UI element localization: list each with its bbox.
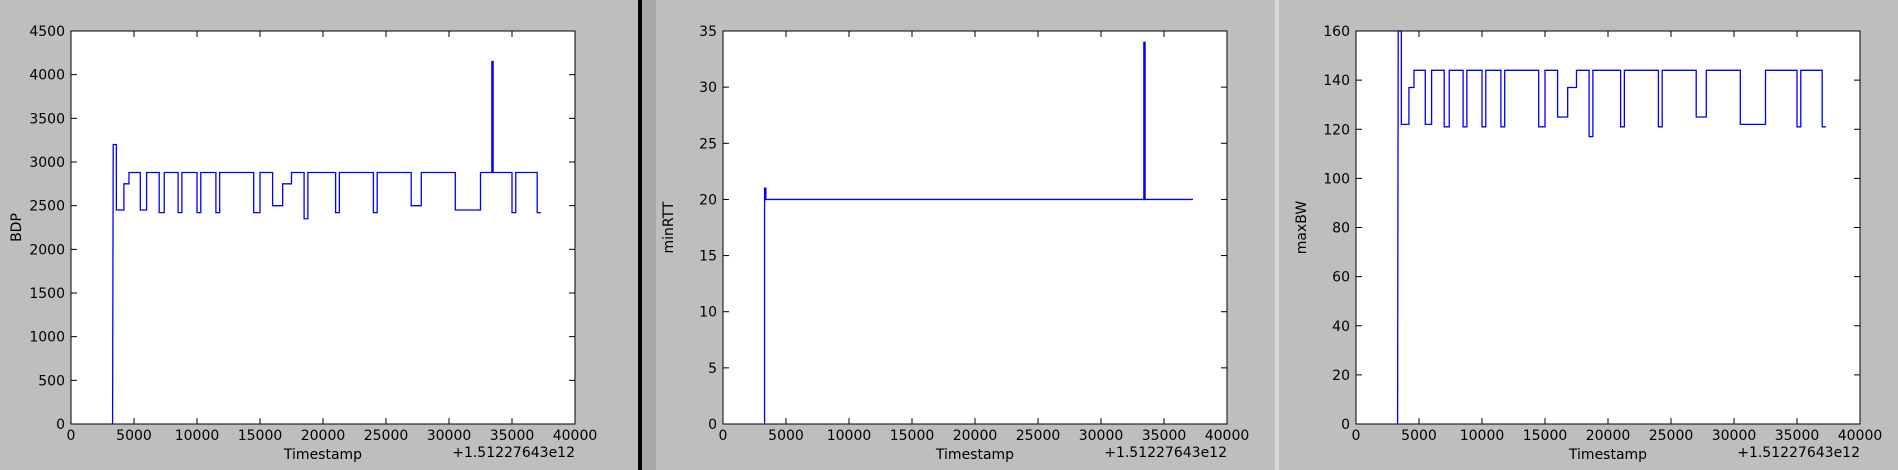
y-tick-label: 15 [699,249,717,265]
x-tick-label: 15000 [890,428,935,444]
x-tick-label: 20000 [301,428,346,444]
x-tick-label: 30000 [1079,428,1124,444]
data-line [763,41,1193,424]
plot-border [722,30,1228,425]
y-tick-label: 160 [1323,24,1350,40]
y-tick-label: 10 [699,305,717,321]
x-tick-label: 35000 [1142,428,1187,444]
y-tick-label: 4000 [29,68,65,84]
x-tick-label: 5000 [768,428,804,444]
x-axis-label: Timestamp [1568,447,1647,463]
x-tick-label: 30000 [1712,428,1757,444]
y-tick-label: 1500 [29,286,65,302]
x-tick-label: 40000 [1838,428,1883,444]
plot-area [1356,31,1860,424]
x-tick-label: 30000 [427,428,472,444]
y-tick-label: 0 [56,417,65,433]
y-tick-label: 40 [1332,319,1350,335]
plot-border [1355,30,1861,425]
y-axis-label: BDP [9,213,25,242]
x-tick-label: 10000 [1460,428,1505,444]
y-tick-label: 30 [699,80,717,96]
x-tick-label: 20000 [953,428,998,444]
y-tick-label: 60 [1332,270,1350,286]
y-tick-label: 140 [1323,73,1350,89]
y-tick-label: 100 [1323,171,1350,187]
separator-shadow [642,0,656,470]
y-tick-label: 2000 [29,242,65,258]
x-tick-label: 40000 [553,428,598,444]
x-tick-label: 35000 [490,428,535,444]
y-tick-label: 1000 [29,330,65,346]
x-offset-label: +1.51227643e12 [452,445,575,461]
separator [1275,0,1279,470]
x-tick-label: 40000 [1205,428,1250,444]
y-tick-label: 4500 [29,24,65,40]
x-offset-label: +1.51227643e12 [1104,445,1227,461]
y-tick-label: 3000 [29,155,65,171]
y-tick-label: 3500 [29,111,65,127]
x-tick-label: 0 [719,428,728,444]
y-tick-label: 20 [699,192,717,208]
data-line [1396,30,1826,424]
x-tick-label: 25000 [1649,428,1694,444]
y-tick-label: 5 [708,361,717,377]
y-tick-label: 20 [1332,368,1350,384]
x-tick-label: 5000 [116,428,152,444]
data-line [111,60,541,424]
y-tick-label: 0 [708,417,717,433]
x-tick-label: 35000 [1775,428,1820,444]
plot-border [70,30,576,425]
y-tick-label: 2500 [29,199,65,215]
y-tick-label: 0 [1341,417,1350,433]
y-axis-label: maxBW [1294,201,1310,255]
x-offset-label: +1.51227643e12 [1737,445,1860,461]
plot-area [71,31,575,424]
y-tick-label: 80 [1332,221,1350,237]
y-axis-label: minRTT [661,201,677,253]
x-axis-label: Timestamp [935,447,1014,463]
x-tick-label: 15000 [1523,428,1568,444]
x-tick-label: 5000 [1401,428,1437,444]
x-tick-label: 0 [67,428,76,444]
y-tick-label: 35 [699,24,717,40]
y-tick-label: 25 [699,136,717,152]
x-tick-label: 15000 [238,428,283,444]
separator [638,0,642,470]
x-tick-label: 20000 [1586,428,1631,444]
x-tick-label: 10000 [827,428,872,444]
x-tick-label: 25000 [364,428,409,444]
x-tick-label: 0 [1352,428,1361,444]
y-tick-label: 120 [1323,122,1350,138]
x-tick-label: 25000 [1016,428,1061,444]
plot-area [723,31,1227,424]
x-tick-label: 10000 [175,428,220,444]
y-tick-label: 500 [38,373,65,389]
x-axis-label: Timestamp [283,447,362,463]
